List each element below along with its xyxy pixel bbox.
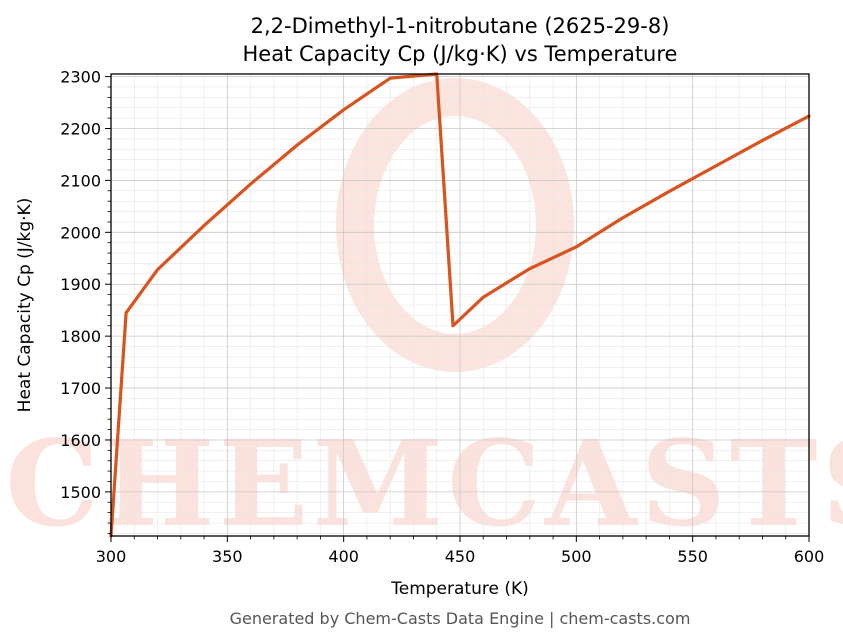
x-axis-label: Temperature (K): [390, 579, 529, 599]
watermark: CHEMCASTS: [5, 78, 843, 553]
series-layer: [109, 72, 811, 538]
y-tick-label: 2000: [60, 223, 101, 242]
y-axis-ticks: 1500 1600 1700 1800 1900 2000 2100 2200 2300: [60, 68, 111, 534]
x-tick-label: 300: [96, 547, 127, 566]
x-tick-label: 400: [328, 547, 359, 566]
y-tick-label: 1700: [60, 379, 101, 398]
y-tick-label: 1800: [60, 327, 101, 346]
x-tick-label: 550: [677, 547, 708, 566]
x-axis-ticks: 300 350 400 450 500 550 600: [96, 536, 825, 566]
footer-credit: Generated by Chem-Casts Data Engine | ch…: [230, 609, 691, 628]
y-tick-label: 1600: [60, 431, 101, 450]
y-tick-label: 2100: [60, 171, 101, 190]
y-tick-label: 1900: [60, 275, 101, 294]
x-tick-label: 600: [794, 547, 825, 566]
chart-title-line2: Heat Capacity Cp (J/kg·K) vs Temperature: [243, 42, 678, 66]
y-tick-label: 1500: [60, 483, 101, 502]
watermark-text: CHEMCASTS: [5, 414, 843, 553]
y-tick-label: 2300: [60, 68, 101, 87]
watermark-logo-ring: [336, 78, 574, 372]
x-tick-label: 450: [445, 547, 476, 566]
y-axis-label: Heat Capacity Cp (J/kg·K): [15, 198, 35, 413]
series-line: [109, 72, 811, 538]
x-tick-label: 500: [561, 547, 592, 566]
x-tick-label: 350: [212, 547, 243, 566]
y-tick-label: 2200: [60, 120, 101, 139]
chart-title-line1: 2,2-Dimethyl-1-nitrobutane (2625-29-8): [251, 14, 670, 38]
